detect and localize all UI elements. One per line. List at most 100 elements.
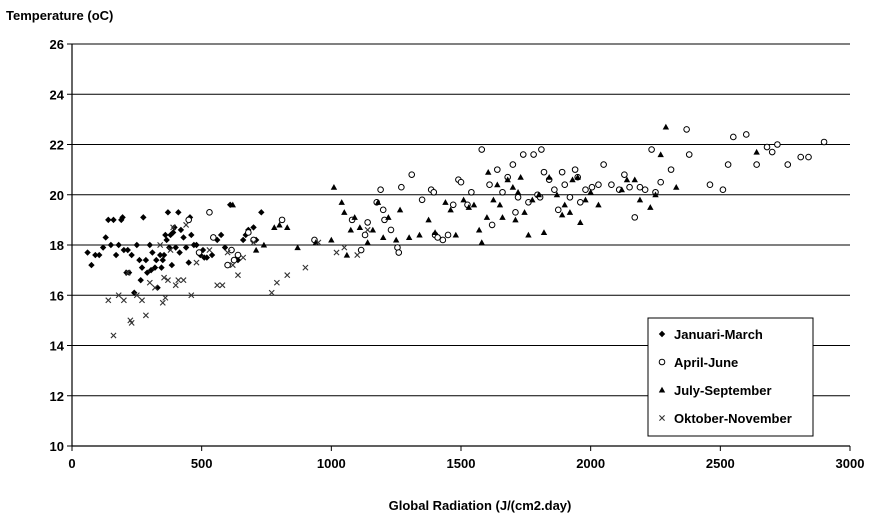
y-tick-label-22: 22	[50, 138, 64, 153]
point-s4-13	[157, 242, 164, 248]
point-s4-36	[284, 272, 291, 279]
point-s4-24	[188, 292, 195, 299]
point-s1-34	[158, 264, 165, 271]
point-s1-63	[221, 244, 229, 251]
point-s2-45	[512, 209, 519, 216]
point-s2-41	[494, 166, 501, 173]
point-s1-22	[137, 276, 144, 284]
point-s3-27	[431, 229, 439, 235]
point-s3-59	[577, 219, 584, 225]
point-s2-44	[509, 161, 517, 168]
point-s3-55	[561, 201, 568, 208]
point-s3-5	[276, 221, 283, 228]
point-s1-38	[163, 236, 170, 244]
point-s2-82	[724, 161, 732, 168]
point-s4-16	[162, 294, 169, 301]
point-s4-28	[219, 282, 226, 289]
y-tick-label-20: 20	[50, 188, 64, 203]
point-s1-60	[208, 251, 216, 259]
point-s2-7	[230, 256, 238, 264]
point-s4-1	[105, 297, 112, 304]
point-s4-5	[124, 269, 131, 276]
point-s3-56	[566, 209, 574, 215]
point-s1-21	[136, 256, 143, 264]
point-s1-39	[164, 209, 172, 216]
point-s3-68	[652, 191, 659, 198]
y-tick-label-18: 18	[50, 238, 64, 253]
point-s2-2	[195, 249, 203, 256]
point-s3-22	[392, 236, 400, 243]
point-s2-15	[361, 231, 369, 239]
point-s1-51	[185, 259, 192, 266]
point-s1-47	[176, 249, 183, 256]
point-s1-18	[128, 251, 135, 259]
point-s4-40	[341, 244, 348, 251]
point-s3-14	[347, 226, 354, 233]
point-s1-55	[193, 241, 200, 249]
point-s2-39	[486, 181, 493, 188]
point-s3-49	[529, 196, 536, 203]
point-s1-16	[124, 246, 131, 254]
point-s2-21	[387, 226, 395, 234]
y-tick-label-16: 16	[50, 288, 64, 303]
point-s2-55	[551, 186, 558, 194]
point-s4-9	[139, 297, 146, 304]
point-s2-38	[478, 146, 486, 153]
point-s2-52	[538, 146, 545, 153]
x-tick-label-1000: 1000	[317, 456, 346, 471]
point-s2-80	[706, 181, 714, 188]
point-s1-59	[203, 254, 211, 261]
point-s1-43	[169, 229, 177, 236]
point-s2-24	[398, 183, 405, 191]
point-s4-19	[170, 224, 177, 231]
point-s3-31	[460, 196, 467, 203]
point-s1-53	[188, 231, 195, 239]
point-s1-13	[119, 214, 126, 221]
point-s3-43	[509, 184, 517, 190]
point-s2-67	[608, 181, 615, 188]
point-s3-71	[673, 184, 680, 190]
point-s1-42	[168, 261, 176, 269]
point-s3-64	[623, 176, 631, 183]
y-tick-labels: 10 12 14 16 18 20 22 24 26	[50, 37, 65, 454]
point-s2-71	[631, 214, 639, 221]
point-s2-26	[418, 196, 426, 204]
point-s2-28	[430, 188, 438, 196]
point-s3-9	[328, 236, 335, 243]
point-s4-2	[110, 332, 117, 339]
point-s3-51	[540, 229, 548, 235]
point-s1-49	[180, 234, 187, 241]
point-s4-11	[146, 279, 153, 286]
legend: Januari-March April-June July-September Okt…	[647, 317, 814, 437]
point-s2-59	[566, 193, 574, 201]
x-tick-label-500: 500	[191, 456, 213, 471]
point-s2-37	[468, 188, 475, 196]
point-s2-40	[488, 221, 496, 229]
point-s2-88	[774, 141, 781, 148]
point-s3-67	[647, 204, 654, 210]
point-s1-28	[147, 266, 155, 274]
point-s2-33	[449, 201, 457, 209]
point-s2-78	[683, 126, 690, 133]
point-s2-60	[571, 166, 579, 173]
point-s3-46	[517, 173, 524, 180]
x-tick-label-1500: 1500	[447, 456, 476, 471]
point-s1-20	[133, 241, 141, 249]
point-s3-15	[351, 214, 358, 220]
point-s1-36	[160, 251, 168, 259]
point-s2-72	[636, 183, 644, 191]
point-s2-31	[439, 236, 447, 244]
point-s2-11	[278, 216, 286, 224]
point-s3-1	[229, 201, 236, 208]
point-s3-57	[569, 176, 576, 183]
point-s1-27	[146, 241, 153, 249]
point-s2-35	[457, 178, 465, 186]
legend-label-3: July-September	[674, 383, 772, 398]
point-s3-63	[618, 186, 625, 193]
point-s2-85	[753, 161, 760, 168]
point-s1-44	[171, 224, 178, 231]
point-s1-71	[258, 209, 265, 216]
point-s3-33	[470, 201, 478, 208]
legend-marker-1	[658, 330, 666, 338]
point-s4-39	[333, 249, 340, 256]
